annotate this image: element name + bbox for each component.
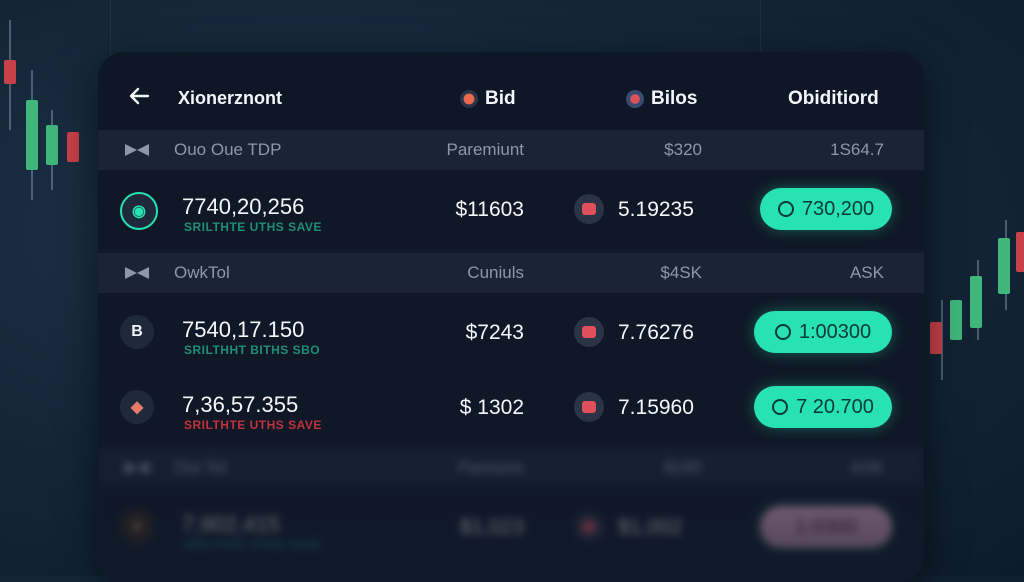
bid-icon	[574, 317, 604, 347]
section-col2: Pamiuns	[457, 458, 524, 477]
row-price: $1,023	[459, 516, 524, 539]
action-pill-button[interactable]: 730,200	[760, 188, 892, 230]
row-subtitle: SRILTHHT BITHS SBO	[184, 343, 321, 357]
column-header-bilos[interactable]: Bilos	[626, 88, 697, 110]
action-pill-label: 730,200	[801, 197, 875, 220]
row-price: $11603	[455, 198, 524, 221]
orderbook-panel: Xionerznont Bid Bilos Obiditiord Ouo Oue…	[98, 52, 924, 582]
page-title: Xionerznont	[178, 88, 282, 108]
row-bid-value: 7.15960	[618, 396, 694, 419]
arrow-left-icon[interactable]	[128, 86, 150, 106]
bowtie-icon	[125, 462, 149, 474]
section-col3: $160	[664, 458, 702, 477]
section-label: Oui Tol	[174, 458, 227, 477]
row-bid-value: 5.19235	[618, 198, 694, 221]
column-header-last-label: Obiditiord	[788, 88, 879, 109]
table-row[interactable]: ● 7,902,415 SRILTHTE UTHS SAVE $1,023 $1…	[98, 488, 924, 568]
row-number: 7,902,415	[182, 512, 280, 537]
section-col4: ASK	[849, 263, 884, 282]
bid-icon	[574, 194, 604, 224]
row-number: 7540,17.150	[182, 317, 305, 342]
section-header: OwkTol Cuniuls $4SK ASK	[98, 253, 924, 293]
bid-icon	[574, 512, 604, 542]
row-number: 7740,20,256	[182, 194, 305, 219]
section-col4: ASK	[849, 458, 884, 477]
section-col2: Paremiunt	[446, 140, 524, 159]
action-pill-label: 1:00300	[798, 320, 872, 343]
row-subtitle: SRILTHTE UTHS SAVE	[184, 538, 322, 552]
bowtie-icon	[125, 267, 149, 279]
column-header-bilos-label: Bilos	[651, 88, 698, 109]
action-pill-label: 7 20.700	[796, 395, 874, 418]
action-pill-button[interactable]: 1:00300	[754, 311, 892, 353]
bowtie-icon	[125, 144, 149, 156]
row-price: $7243	[465, 321, 524, 344]
section-header: Oui Tol Pamiuns $160 ASK	[98, 448, 924, 488]
section-col3: $320	[664, 140, 702, 159]
action-pill-label: 1:0300	[795, 515, 857, 538]
column-header-bid-label: Bid	[485, 88, 516, 109]
avatar: ◆	[120, 390, 154, 424]
avatar: ◉	[120, 192, 158, 230]
bilos-badge-icon	[626, 90, 644, 108]
row-bid-value: 7.76276	[618, 321, 694, 344]
avatar: ●	[120, 510, 154, 544]
avatar: B	[120, 315, 154, 349]
section-col4: 1S64.7	[830, 140, 884, 159]
bid-badge-icon	[460, 90, 478, 108]
column-header-bid[interactable]: Bid	[460, 88, 516, 110]
table-row[interactable]: ◉ 7740,20,256 SRILTHTE UTHS SAVE $11603 …	[98, 170, 924, 250]
table-row[interactable]: B 7540,17.150 SRILTHHT BITHS SBO $7243 7…	[98, 293, 924, 373]
circle-icon	[774, 324, 791, 340]
panel-header: Xionerznont Bid Bilos Obiditiord	[98, 52, 924, 138]
circle-icon	[772, 399, 789, 415]
row-price: $ 1302	[459, 396, 524, 419]
section-label: OwkTol	[174, 263, 230, 282]
row-number: 7,36,57.355	[182, 392, 299, 417]
section-col2: Cuniuls	[467, 263, 524, 282]
section-col3: $4SK	[660, 263, 702, 282]
section-header: Ouo Oue TDP Paremiunt $320 1S64.7	[98, 130, 924, 170]
section-label: Ouo Oue TDP	[174, 140, 282, 159]
row-subtitle: SRILTHTE UTHS SAVE	[184, 418, 322, 432]
action-pill-button[interactable]: 7 20.700	[754, 386, 892, 428]
bid-icon	[574, 392, 604, 422]
column-header-last[interactable]: Obiditiord	[788, 88, 879, 110]
action-pill-button[interactable]: 1:0300	[760, 506, 892, 548]
circle-icon	[777, 201, 794, 217]
row-subtitle: SRILTHTE UTHS SAVE	[184, 220, 322, 234]
table-row[interactable]: ◆ 7,36,57.355 SRILTHTE UTHS SAVE $ 1302 …	[98, 368, 924, 448]
row-bid-value: $1,002	[618, 516, 683, 539]
